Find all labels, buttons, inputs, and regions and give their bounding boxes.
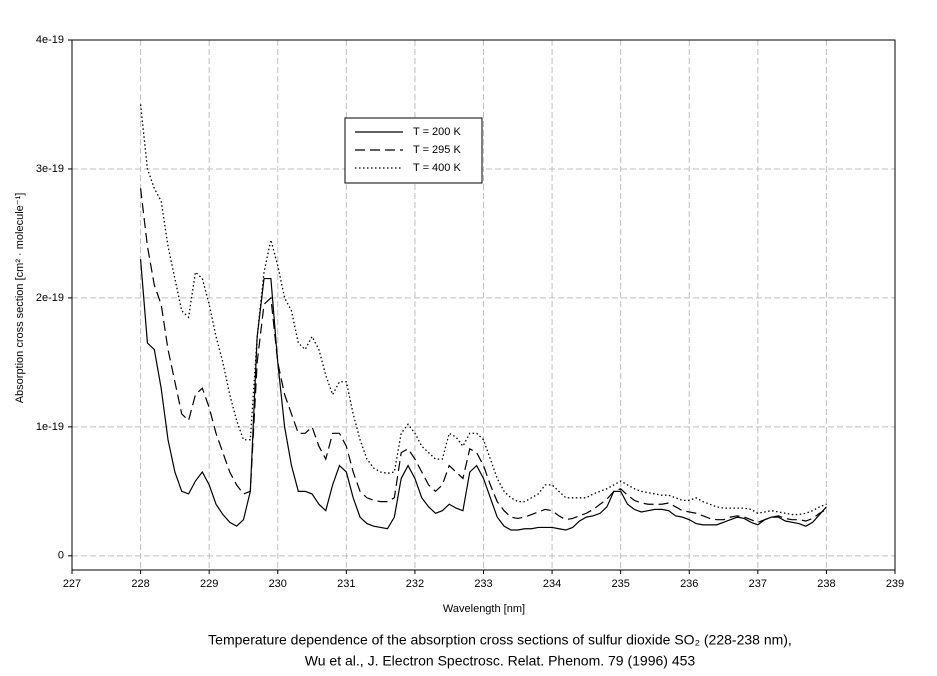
x-tick-label: 237	[749, 578, 767, 590]
x-tick-label: 235	[611, 578, 629, 590]
x-tick-label: 234	[543, 578, 561, 590]
y-tick-label: 4e-19	[36, 34, 64, 46]
x-tick-label: 236	[680, 578, 698, 590]
x-tick-label: 227	[63, 578, 81, 590]
x-tick-label: 233	[474, 578, 492, 590]
x-tick-label: 238	[817, 578, 835, 590]
x-tick-label: 228	[131, 578, 149, 590]
line-series	[139, 188, 827, 523]
y-tick-label: 3e-19	[36, 163, 64, 175]
y-tick-label: 0	[58, 550, 64, 562]
legend-box	[344, 117, 483, 184]
y-tick-label: 2e-19	[36, 292, 64, 304]
x-tick-label: 230	[269, 578, 287, 590]
x-tick-label: 229	[200, 578, 218, 590]
line-series	[139, 104, 827, 516]
line-series	[139, 259, 827, 531]
legend-label: T = 200 K	[413, 126, 461, 138]
plot-frame	[71, 39, 896, 571]
x-tick-label: 231	[337, 578, 355, 590]
legend-label: T = 400 K	[413, 162, 461, 174]
caption: Wu et al., J. Electron Spectrosc. Relat.…	[305, 653, 696, 669]
x-axis-label: Wavelength [nm]	[443, 603, 525, 615]
x-tick-label: 239	[886, 578, 904, 590]
legend-label: T = 295 K	[413, 144, 461, 156]
y-axis-label: Absorption cross section [cm² · molecule…	[14, 193, 26, 404]
x-tick-label: 232	[406, 578, 424, 590]
y-tick-label: 1e-19	[36, 421, 64, 433]
caption: Temperature dependence of the absorption…	[208, 632, 792, 648]
